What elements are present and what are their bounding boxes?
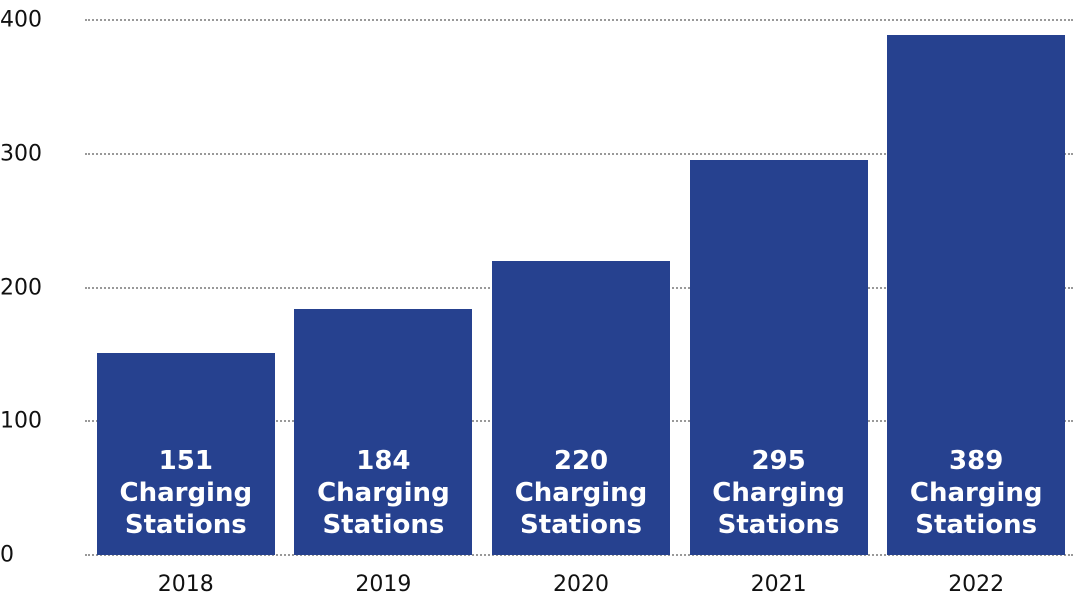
bar: 295 Charging Stations [689, 160, 868, 555]
y-tick-label: 400 [0, 7, 42, 33]
bar: 220 Charging Stations [492, 260, 670, 555]
data-label: 184 Charging Stations [317, 445, 450, 540]
data-label: 389 Charging Stations [909, 445, 1043, 540]
bar: 184 Charging Stations [294, 308, 473, 555]
y-tick-label: 200 [0, 275, 42, 300]
data-label: 220 Charging Stations [514, 446, 648, 540]
bar: 151 Charging Stations [96, 353, 275, 555]
data-label: 151 Charging Stations [119, 445, 253, 540]
x-tick-label: 2021 [750, 572, 807, 597]
x-tick-label: 2020 [553, 572, 609, 597]
y-tick-label: 300 [0, 141, 42, 167]
data-label: 295 Charging Stations [712, 446, 845, 540]
grid-line [85, 554, 1073, 556]
bar: 389 Charging Stations [887, 34, 1066, 555]
x-tick-label: 2022 [948, 572, 1005, 597]
y-tick-label: 0 [0, 542, 14, 568]
x-tick-label: 2018 [157, 572, 214, 597]
x-tick-label: 2019 [355, 572, 412, 597]
grid-line [85, 152, 1073, 155]
grid-line [85, 19, 1073, 21]
y-tick-label: 100 [0, 408, 42, 434]
